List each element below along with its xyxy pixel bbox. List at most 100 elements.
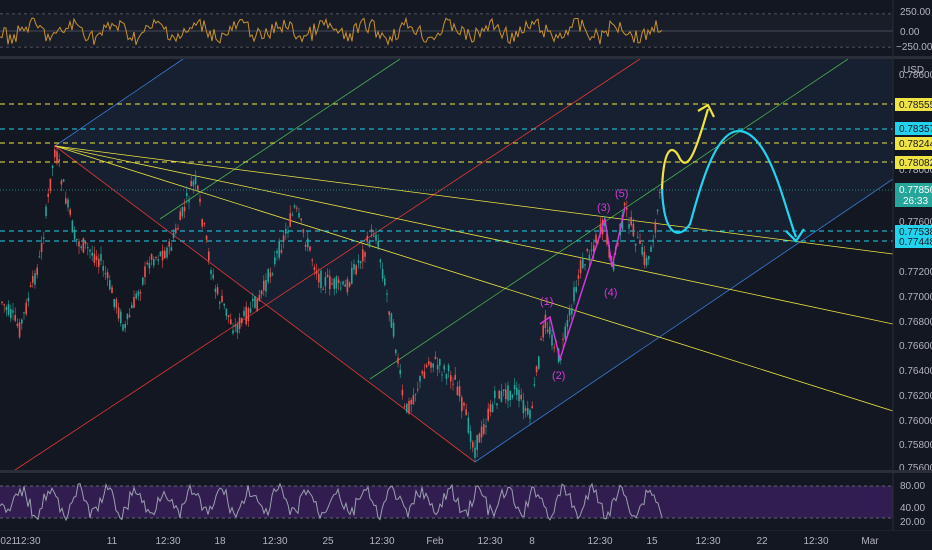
candle-body [122,324,124,331]
candle-body [355,265,357,275]
candle-body [428,361,430,365]
candle-body [542,325,544,338]
candle-body [291,214,294,216]
candle-body [186,193,188,196]
candle-body [403,406,406,408]
candle-body [65,198,67,204]
price-tick: 0.76400 [899,366,932,377]
candle-body [128,315,131,318]
candle-body [181,207,184,217]
candle-body [177,228,179,230]
candle-body [289,213,291,227]
candle-body [395,349,397,354]
yellow-fan-line [54,145,893,325]
candle-body [379,259,382,263]
candle-body [571,308,573,315]
candle-body [95,256,98,260]
level-tag-text: 0.78244 [899,139,932,150]
candle-body [298,213,300,218]
level-tag-text: 0.77538 [899,227,932,238]
candle-body [340,287,342,289]
candle-body [111,287,113,294]
candle-body [135,293,137,299]
candle-body [32,276,34,283]
candle-body [78,241,80,247]
channel-fill-blue [55,59,893,462]
candle-body [538,356,540,369]
candle-body [560,358,562,361]
candle-body [432,363,434,368]
candle-body [439,359,441,366]
candle-body [540,338,542,341]
candle-body [153,259,155,266]
candle-body [381,269,384,279]
candle-body [146,262,148,265]
candle-body [626,208,628,210]
candle-body [505,389,507,400]
candle-body [417,389,419,391]
candle-body [192,181,195,186]
time-label: 12:30 [15,536,40,547]
candle-body [516,387,518,395]
time-label: 22 [756,536,768,547]
candle-body [566,320,569,328]
candle-body [51,165,54,169]
candle-body [447,365,450,372]
candle-body [549,326,551,335]
candle-body [445,374,448,379]
candle-body [410,399,412,405]
time-label: 12:30 [477,536,502,547]
candle-body [124,323,126,329]
time-label: 18 [214,536,226,547]
pane-divider[interactable] [0,56,932,59]
candle-body [430,362,432,368]
candlestick-series [1,144,661,463]
candle-body [478,433,481,443]
candle-body [392,322,395,337]
rsi-tick: 80.00 [900,481,925,492]
candle-body [467,417,470,433]
pane-divider[interactable] [0,470,932,473]
candle-body [269,272,272,277]
candle-body [511,394,514,398]
candle-body [236,324,239,333]
rsi-band [0,486,893,518]
candle-body [476,435,478,450]
yellow-arrowhead [697,103,715,118]
candle-body [201,219,203,227]
candle-body [274,257,276,265]
candle-body [575,286,577,292]
oscillator-line [0,16,663,47]
top-oscillator-pane[interactable]: 250.00 0.00 −250.00 [0,0,932,56]
level-tag: 0.78244 [895,137,932,150]
candle-body [593,245,595,252]
time-label: Feb [426,536,444,547]
candle-body [161,250,164,261]
candle-body [520,394,522,400]
main-price-pane[interactable]: (1) (2) (3) (4) (5) USD 0.786000.782000.… [0,59,932,470]
candle-body [590,249,593,251]
time-axis[interactable]: 202112:301112:301812:302512:30Feb12:3081… [0,530,932,550]
candle-body [623,202,626,206]
candle-body [249,308,252,313]
candle-body [82,238,85,253]
candle-body [221,295,223,303]
candle-body [527,408,529,415]
wave-label-2: (2) [552,370,565,382]
rsi-pane[interactable]: 80.00 40.00 20.00 [0,473,932,530]
level-tag-text: 0.77448 [899,237,932,248]
currency-label-box[interactable] [895,63,932,77]
candle-body [579,260,582,274]
price-tick: 0.75600 [899,463,932,470]
time-label: 2021 [0,536,18,547]
candle-body [375,234,377,241]
candle-body [414,393,417,395]
candle-body [60,180,63,185]
candle-body [494,390,496,399]
time-axis-labels: 202112:301112:301812:302512:30Feb12:3081… [0,536,879,547]
candle-body [606,233,608,245]
candle-body [293,205,296,208]
candle-body [137,291,140,296]
candle-body [509,390,511,401]
candle-body [102,266,104,271]
